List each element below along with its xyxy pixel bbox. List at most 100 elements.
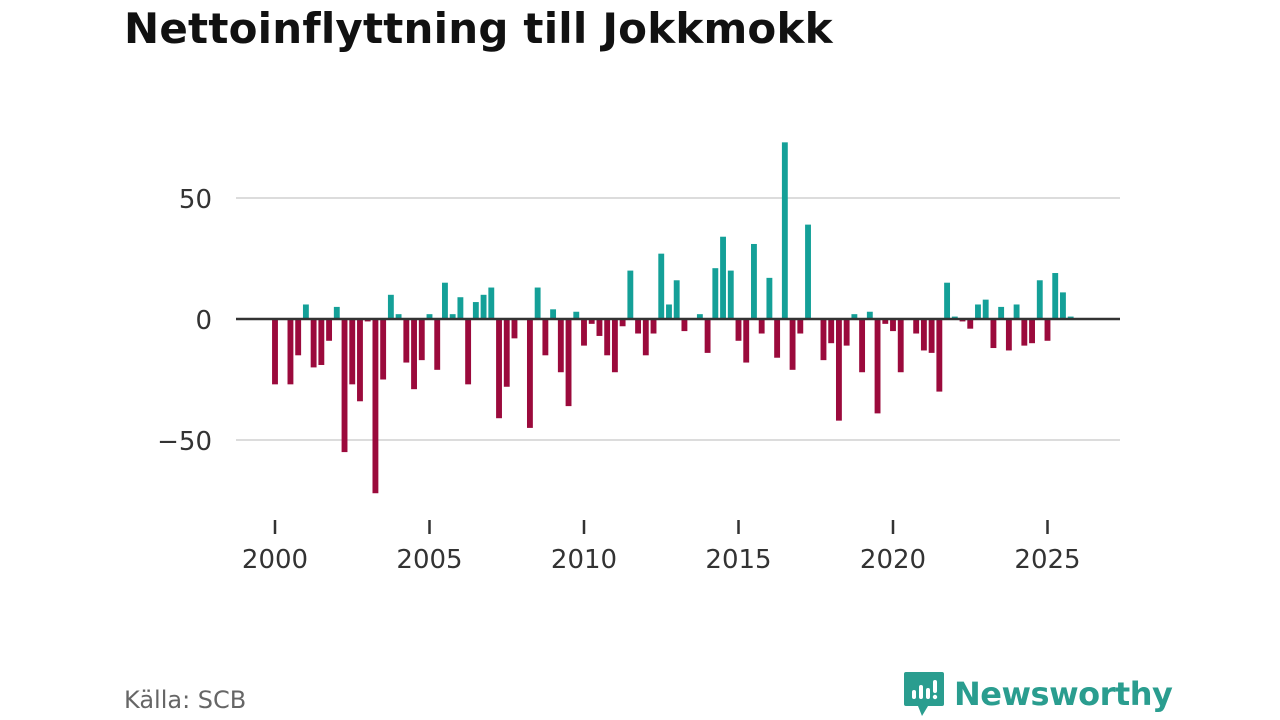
bar [534, 287, 541, 319]
bar [696, 314, 703, 319]
bar [727, 270, 734, 319]
bar [944, 282, 951, 319]
bar [426, 314, 433, 319]
bar [511, 319, 518, 339]
bar [751, 243, 757, 319]
bar [936, 319, 943, 392]
bar [310, 319, 317, 368]
bar [998, 306, 1005, 319]
bar [465, 319, 472, 385]
bar [866, 311, 873, 319]
bar [526, 319, 533, 428]
bar [1029, 319, 1035, 344]
bar [975, 304, 981, 319]
bar [658, 253, 665, 319]
bar [488, 287, 495, 319]
bar [843, 319, 850, 346]
bar [805, 224, 811, 319]
bar [503, 319, 510, 387]
bar [673, 280, 680, 319]
bar [1021, 319, 1028, 346]
bar [542, 319, 549, 356]
bar [357, 319, 363, 402]
bar [1044, 319, 1051, 341]
bar [851, 314, 858, 319]
bar [380, 319, 387, 380]
x-tick-label: 2005 [396, 545, 462, 575]
bar [619, 319, 626, 327]
bar [1052, 273, 1059, 319]
bar [650, 319, 657, 334]
bar [295, 319, 302, 356]
bar [704, 319, 711, 353]
bar [480, 294, 487, 319]
bar [781, 142, 788, 319]
bar [1036, 280, 1043, 319]
y-tick-label: 0 [195, 306, 212, 336]
bar [550, 309, 557, 319]
bar [774, 319, 781, 358]
bar [828, 319, 835, 344]
bar [1005, 319, 1012, 351]
bar [596, 319, 603, 336]
bar [403, 319, 410, 363]
bar [766, 277, 773, 319]
bar [333, 306, 340, 319]
bar [758, 319, 765, 334]
x-tick-label: 2010 [551, 545, 617, 575]
bar [627, 270, 634, 319]
bar [318, 319, 325, 365]
bar [457, 297, 464, 319]
bar [287, 319, 294, 385]
bar [720, 236, 726, 319]
bar [1060, 292, 1066, 319]
bar [272, 319, 278, 385]
bar [735, 319, 742, 341]
bar [882, 319, 889, 324]
newsworthy-logo-icon [904, 672, 944, 716]
bar [326, 319, 333, 341]
source-credit: Källa: SCB [124, 686, 247, 714]
bar [712, 268, 719, 319]
bar [395, 314, 402, 319]
y-tick-label: −50 [157, 427, 212, 457]
bar [442, 282, 448, 319]
bar [449, 314, 456, 319]
bar [820, 319, 827, 361]
bar [557, 319, 564, 373]
bar [573, 311, 580, 319]
x-tick-label: 2020 [860, 545, 926, 575]
bar [1013, 304, 1020, 319]
bar [588, 319, 595, 324]
bar [982, 299, 989, 319]
newsworthy-wordmark: Newsworthy [954, 675, 1173, 713]
bar [913, 319, 920, 334]
bar [565, 319, 572, 407]
bar [797, 319, 804, 334]
bar [581, 319, 587, 346]
bar [418, 319, 425, 361]
bar [302, 304, 309, 319]
axes: 50 0 −50 2000 2005 2010 2015 2020 2025 [157, 185, 1120, 575]
x-tick-label: 2015 [705, 545, 771, 575]
bar [990, 319, 997, 349]
newsworthy-logo: Newsworthy [902, 670, 1173, 718]
chart-title: Nettoinflyttning till Jokkmokk [124, 4, 833, 53]
gridlines [236, 197, 1120, 441]
bar [897, 319, 904, 373]
bar [835, 319, 842, 421]
bar [681, 319, 688, 332]
bar [341, 319, 348, 453]
bar [604, 319, 611, 356]
bar [890, 319, 896, 332]
bar [635, 319, 642, 334]
bar [434, 319, 441, 370]
bar [472, 302, 479, 319]
bar [349, 319, 356, 385]
bar [666, 304, 672, 319]
bar [411, 319, 417, 390]
bar [859, 319, 866, 373]
bar [789, 319, 796, 370]
bar [642, 319, 649, 356]
